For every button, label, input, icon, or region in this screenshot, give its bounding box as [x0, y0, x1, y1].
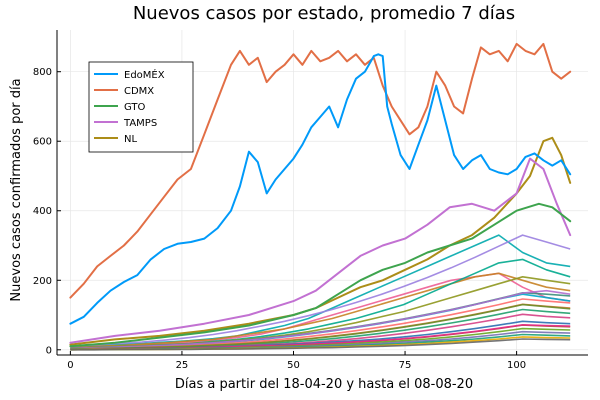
x-axis-label: Días a partir del 18-04-20 y hasta el 08… [175, 377, 473, 392]
legend-label: EdoMÉX [124, 68, 165, 81]
background-series-line [70, 303, 571, 350]
background-series-line [70, 272, 571, 348]
series-line-gto [69, 202, 572, 348]
background-series-line [70, 234, 571, 348]
x-tick-label: 100 [507, 360, 526, 371]
legend-label: NL [124, 134, 137, 145]
x-ticks: 0 25 50 75 100 [67, 351, 526, 371]
named-series-group [69, 42, 572, 348]
legend-label: TAMPS [123, 118, 157, 129]
y-tick-label: 600 [33, 137, 52, 148]
y-axis-label: Nuevos casos confirmados por día [9, 78, 24, 301]
background-series-group [70, 234, 571, 351]
x-tick-label: 50 [287, 360, 300, 371]
y-ticks: 0 200 400 600 800 [33, 67, 61, 356]
y-tick-label: 200 [33, 276, 52, 287]
background-series-line [70, 338, 571, 351]
x-tick-label: 0 [67, 360, 73, 371]
x-tick-label: 25 [176, 360, 189, 371]
chart-title: Nuevos casos por estado, promedio 7 días [133, 3, 515, 24]
legend-label: GTO [124, 102, 146, 113]
x-tick-label: 75 [399, 360, 412, 371]
legend: EdoMÉX CDMX GTO TAMPS NL [88, 61, 194, 153]
y-tick-label: 0 [46, 345, 52, 356]
series-line-cdmx [69, 42, 572, 299]
y-tick-label: 800 [33, 67, 52, 78]
series-line-edom-x [69, 53, 572, 325]
series-line-tamps [69, 157, 572, 344]
series-line-nl [69, 136, 572, 346]
legend-label: CDMX [124, 86, 154, 97]
y-tick-label: 400 [33, 206, 52, 217]
background-series-line [70, 289, 571, 350]
